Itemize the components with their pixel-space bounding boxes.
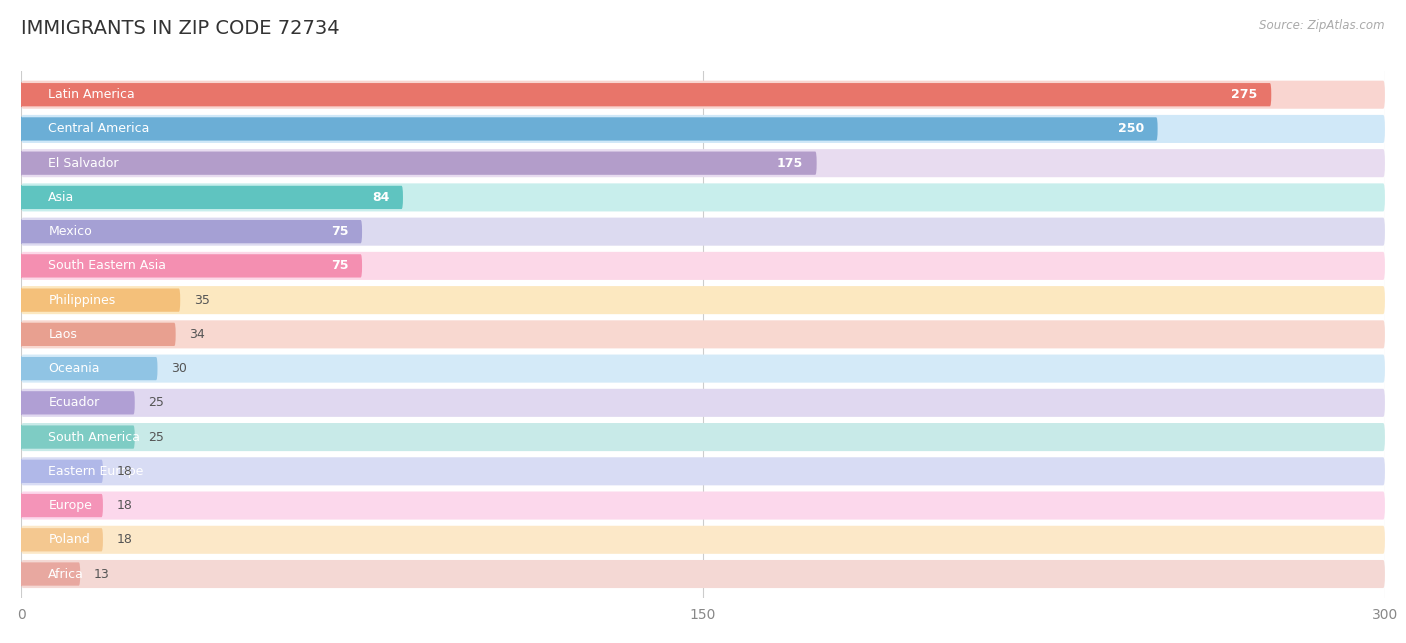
Text: 175: 175 (776, 157, 803, 170)
FancyBboxPatch shape (21, 354, 1385, 383)
FancyBboxPatch shape (21, 528, 103, 552)
Circle shape (20, 323, 22, 346)
Text: Philippines: Philippines (48, 294, 115, 307)
Circle shape (20, 254, 22, 278)
Text: 84: 84 (373, 191, 389, 204)
Circle shape (20, 460, 22, 483)
Text: Laos: Laos (48, 328, 77, 341)
FancyBboxPatch shape (21, 186, 404, 209)
FancyBboxPatch shape (21, 357, 157, 380)
Text: IMMIGRANTS IN ZIP CODE 72734: IMMIGRANTS IN ZIP CODE 72734 (21, 19, 340, 39)
Text: Poland: Poland (48, 533, 90, 547)
FancyBboxPatch shape (21, 254, 363, 278)
Circle shape (20, 152, 22, 175)
Text: 75: 75 (330, 225, 349, 238)
FancyBboxPatch shape (21, 494, 103, 517)
FancyBboxPatch shape (21, 323, 176, 346)
FancyBboxPatch shape (21, 320, 1385, 349)
FancyBboxPatch shape (21, 460, 103, 483)
Circle shape (20, 220, 22, 243)
Text: Mexico: Mexico (48, 225, 93, 238)
Circle shape (20, 494, 22, 517)
FancyBboxPatch shape (21, 149, 1385, 177)
Text: Europe: Europe (48, 499, 93, 512)
Text: 34: 34 (190, 328, 205, 341)
FancyBboxPatch shape (21, 289, 180, 312)
FancyBboxPatch shape (21, 457, 1385, 485)
Text: 18: 18 (117, 533, 132, 547)
Text: 18: 18 (117, 465, 132, 478)
Text: 35: 35 (194, 294, 209, 307)
Text: 275: 275 (1232, 88, 1257, 101)
Text: Source: ZipAtlas.com: Source: ZipAtlas.com (1260, 19, 1385, 32)
FancyBboxPatch shape (21, 183, 1385, 212)
Circle shape (20, 289, 22, 312)
Text: Eastern Europe: Eastern Europe (48, 465, 143, 478)
Text: Oceania: Oceania (48, 362, 100, 375)
Text: Ecuador: Ecuador (48, 396, 100, 410)
FancyBboxPatch shape (21, 80, 1385, 109)
FancyBboxPatch shape (21, 252, 1385, 280)
FancyBboxPatch shape (21, 563, 80, 586)
Text: South America: South America (48, 431, 141, 444)
FancyBboxPatch shape (21, 526, 1385, 554)
Circle shape (20, 528, 22, 552)
Text: Africa: Africa (48, 568, 84, 581)
FancyBboxPatch shape (21, 117, 1157, 141)
Text: 18: 18 (117, 499, 132, 512)
Text: 25: 25 (149, 396, 165, 410)
Circle shape (20, 391, 22, 415)
FancyBboxPatch shape (21, 491, 1385, 520)
Circle shape (20, 357, 22, 380)
Text: 30: 30 (172, 362, 187, 375)
Circle shape (20, 186, 22, 209)
FancyBboxPatch shape (21, 152, 817, 175)
FancyBboxPatch shape (21, 426, 135, 449)
Circle shape (20, 426, 22, 449)
Text: South Eastern Asia: South Eastern Asia (48, 259, 166, 273)
Text: 25: 25 (149, 431, 165, 444)
Text: 13: 13 (94, 568, 110, 581)
Text: 75: 75 (330, 259, 349, 273)
FancyBboxPatch shape (21, 83, 1271, 106)
FancyBboxPatch shape (21, 423, 1385, 451)
FancyBboxPatch shape (21, 286, 1385, 314)
FancyBboxPatch shape (21, 391, 135, 415)
FancyBboxPatch shape (21, 220, 363, 243)
FancyBboxPatch shape (21, 217, 1385, 246)
Circle shape (20, 563, 22, 586)
Text: 250: 250 (1118, 122, 1144, 136)
Text: Central America: Central America (48, 122, 150, 136)
Text: Asia: Asia (48, 191, 75, 204)
Circle shape (20, 117, 22, 141)
Circle shape (20, 83, 22, 106)
FancyBboxPatch shape (21, 115, 1385, 143)
FancyBboxPatch shape (21, 560, 1385, 588)
Text: El Salvador: El Salvador (48, 157, 120, 170)
FancyBboxPatch shape (21, 389, 1385, 417)
Text: Latin America: Latin America (48, 88, 135, 101)
